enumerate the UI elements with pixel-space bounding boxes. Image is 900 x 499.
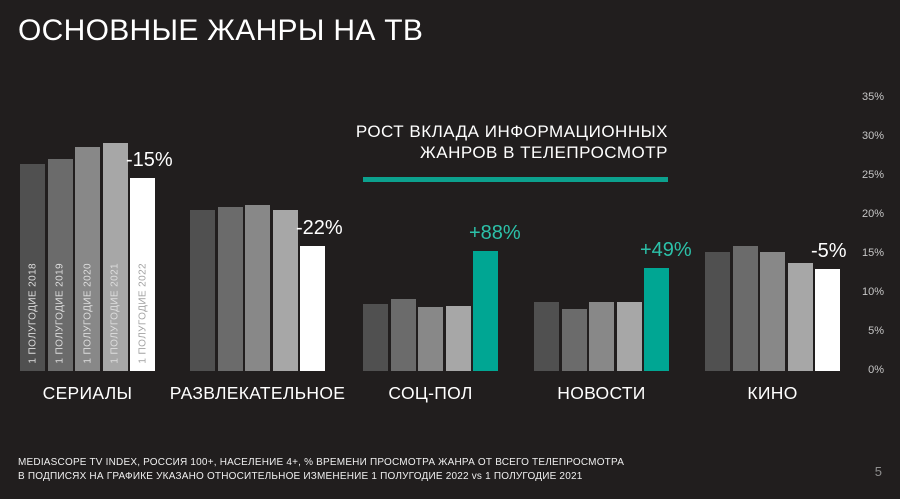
y-axis-tick: 25%	[861, 169, 884, 181]
bar: 1 ПОЛУГОДИЕ 2018	[20, 164, 45, 371]
callout: РОСТ ВКЛАДА ИНФОРМАЦИОННЫХ ЖАНРОВ В ТЕЛЕ…	[356, 121, 668, 163]
y-axis-tick: 35%	[861, 91, 884, 103]
y-axis-tick: 15%	[861, 247, 884, 259]
bar-year-label: 1 ПОЛУГОДИЕ 2018	[27, 263, 38, 364]
callout-line2: ЖАНРОВ В ТЕЛЕПРОСМОТР	[420, 143, 668, 162]
bar	[363, 303, 388, 371]
change-label: +88%	[469, 221, 521, 244]
y-axis: 0% 5% 10% 15% 20% 25% 30% 35%	[840, 0, 884, 376]
bar: 1 ПОЛУГОДИЕ 2019	[47, 158, 73, 371]
bar	[534, 301, 559, 371]
bar: 1 ПОЛУГОДИЕ 2021	[102, 143, 128, 371]
bar	[815, 268, 840, 371]
bar	[245, 204, 270, 371]
change-label: -22%	[296, 217, 343, 240]
bar-group: +88% СОЦ-ПОЛ	[363, 223, 521, 403]
genre-label: НОВОСТИ	[557, 383, 646, 403]
change-label: -15%	[126, 148, 173, 171]
bar-year-label: 1 ПОЛУГОДИЕ 2019	[54, 263, 66, 364]
callout-underline-accent	[363, 177, 668, 182]
bar-year-label: 1 ПОЛУГОДИЕ 2021	[109, 263, 121, 364]
genre-label: КИНО	[747, 383, 798, 403]
y-axis-tick: 10%	[861, 286, 884, 298]
chart-area: РОСТ ВКЛАДА ИНФОРМАЦИОННЫХ ЖАНРОВ В ТЕЛЕ…	[20, 0, 884, 403]
genre-label: СОЦ-ПОЛ	[388, 383, 473, 403]
bar	[418, 307, 443, 371]
bar-year-label: 1 ПОЛУГОДИЕ 2020	[82, 263, 93, 364]
page-number: 5	[874, 464, 882, 479]
genre-label: РАЗВЛЕКАТЕЛЬНОЕ	[169, 383, 346, 403]
bar	[589, 302, 614, 371]
bar	[616, 301, 642, 371]
bar	[390, 298, 416, 371]
footnote-line1: MEDIASCOPE TV INDEX, РОССИЯ 100+, НАСЕЛЕ…	[18, 457, 625, 468]
bar-group: +49% НОВОСТИ	[534, 240, 692, 403]
bar	[705, 251, 730, 371]
bar	[190, 209, 215, 371]
slide-title: ОСНОВНЫЕ ЖАНРЫ НА ТВ	[18, 14, 424, 47]
bar-year-label: 1 ПОЛУГОДИЕ 2022	[137, 263, 148, 364]
bar	[760, 251, 785, 371]
bar	[644, 268, 669, 371]
bar-group: -5% КИНО	[705, 241, 847, 403]
bar	[300, 246, 325, 371]
bar	[473, 250, 498, 371]
bar-group: 1 ПОЛУГОДИЕ 2018 1 ПОЛУГОДИЕ 2019 1 ПОЛУГО…	[20, 143, 173, 403]
change-label: -5%	[811, 239, 847, 262]
change-label: +49%	[640, 239, 692, 261]
bar	[217, 207, 243, 371]
footnote-line2: В ПОДПИСЯХ НА ГРАФИКЕ УКАЗАНО ОТНОСИТЕЛЬ…	[18, 471, 583, 482]
bar: 1 ПОЛУГОДИЕ 2022	[130, 177, 155, 371]
genre-label: СЕРИАЛЫ	[42, 383, 133, 403]
bar	[732, 246, 758, 371]
bar: 1 ПОЛУГОДИЕ 2020	[75, 147, 100, 371]
y-axis-tick: 20%	[861, 208, 884, 220]
y-axis-tick: 30%	[861, 130, 884, 142]
bar	[445, 306, 471, 371]
callout-line1: РОСТ ВКЛАДА ИНФОРМАЦИОННЫХ	[355, 122, 668, 141]
y-axis-tick: 5%	[868, 325, 884, 337]
footnote: MEDIASCOPE TV INDEX, РОССИЯ 100+, НАСЕЛЕ…	[18, 456, 624, 484]
bar	[787, 263, 813, 371]
bar	[561, 308, 587, 371]
y-axis-tick: 0%	[868, 364, 884, 376]
bar-group: -22% РАЗВЛЕКАТЕЛЬНОЕ	[170, 204, 345, 403]
bar	[272, 210, 298, 371]
